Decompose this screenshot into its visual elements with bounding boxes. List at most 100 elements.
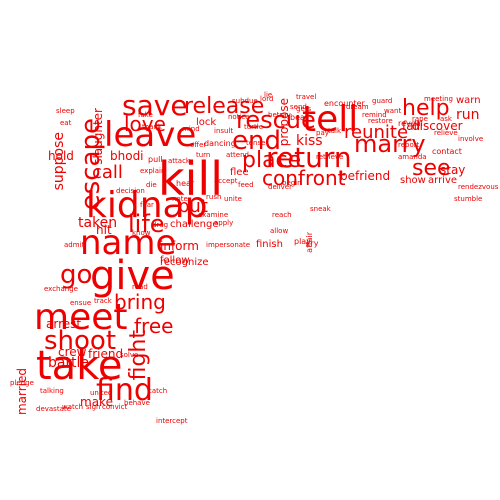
cloud-word: taken [78, 215, 118, 231]
cloud-word: put [178, 196, 208, 217]
cloud-word: sleep [56, 107, 75, 115]
cloud-word: fall [402, 119, 421, 133]
cloud-word: impersonate [206, 241, 251, 249]
cloud-word: find [96, 373, 153, 408]
cloud-word: reach [272, 211, 292, 219]
cloud-word: free [134, 314, 174, 338]
cloud-word: offer [190, 141, 207, 149]
cloud-word: intercept [156, 417, 188, 425]
cloud-word: kill [158, 152, 223, 206]
cloud-word: notice [228, 113, 250, 121]
cloud-word: dancing [204, 139, 236, 148]
cloud-word: kidnap [86, 185, 208, 226]
cloud-word: feed [238, 181, 254, 189]
cloud-word: insult [214, 127, 234, 135]
cloud-word: rendezvous [458, 183, 499, 191]
cloud-word: give [90, 253, 175, 299]
cloud-word: subdue [232, 97, 258, 105]
cloud-word: amanda [398, 153, 427, 161]
cloud-word: beat [290, 113, 309, 122]
cloud-word: friend [88, 347, 124, 361]
cloud-word: go [60, 260, 93, 290]
cloud-word: play [294, 237, 311, 246]
cloud-word: thank [142, 123, 162, 131]
cloud-word: track [94, 297, 112, 305]
cloud-word: eat [60, 119, 72, 127]
cloud-word: affair [305, 232, 314, 253]
cloud-word: arrest [46, 317, 82, 331]
cloud-word: married [15, 368, 29, 416]
cloud-word: behave [124, 399, 150, 407]
cloud-word: save [122, 89, 188, 122]
cloud-word: cry [306, 239, 319, 248]
cloud-word: ensue [70, 299, 92, 307]
cloud-word: hold [48, 149, 74, 163]
cloud-word: betray [268, 111, 291, 119]
cloud-word: bhodi [110, 149, 144, 163]
cloud-word: lord [260, 95, 274, 103]
cloud-word: challenge [170, 219, 219, 230]
cloud-word: call [92, 162, 123, 183]
cloud-word: reveal [398, 119, 423, 128]
cloud-word: unite [224, 195, 242, 203]
cloud-word: deliver [268, 183, 292, 191]
cloud-word: examine [198, 211, 229, 219]
cloud-word: kiss [296, 133, 323, 149]
cloud-word: meeting [424, 95, 454, 103]
cloud-word: return [266, 141, 352, 174]
cloud-word: stay [440, 163, 466, 177]
cloud-word: pull [148, 155, 163, 164]
cloud-word: explain [140, 167, 166, 175]
cloud-word: united [90, 389, 113, 397]
cloud-word: end [232, 126, 281, 156]
cloud-word: discover [412, 119, 463, 133]
cloud-word: sign [86, 403, 101, 411]
cloud-word: guard [372, 97, 393, 105]
cloud-word: want [384, 107, 402, 115]
cloud-word: accept [214, 177, 238, 185]
cloud-word: restore [368, 117, 393, 125]
cloud-word: reunite [344, 122, 409, 143]
cloud-word: leave [104, 115, 197, 155]
cloud-word: travel [296, 93, 317, 101]
cloud-word: run [456, 107, 480, 123]
cloud-word: pay [316, 129, 329, 137]
cloud-word: place [242, 148, 302, 173]
cloud-word: gets [296, 105, 312, 113]
cloud-word: know [132, 229, 151, 237]
cloud-word: watch [62, 403, 84, 411]
cloud-word: turn [196, 151, 211, 159]
cloud-word: rescue [236, 106, 316, 134]
cloud-word: exchange [44, 285, 78, 293]
cloud-word: solve [120, 351, 139, 359]
cloud-word: shoot [44, 326, 117, 356]
cloud-word: devastate [36, 405, 71, 413]
cloud-word: note [172, 195, 188, 203]
cloud-word: rape [412, 115, 428, 123]
cloud-word: bring [114, 290, 166, 314]
cloud-word: relieve [434, 129, 458, 137]
cloud-word: follow [160, 255, 190, 266]
cloud-word: encounter [324, 99, 365, 108]
cloud-word: befriend [340, 169, 391, 183]
cloud-word: love [124, 112, 166, 136]
cloud-word: propose [277, 98, 291, 147]
cloud-word: flee [230, 167, 249, 178]
cloud-word: hear [176, 179, 195, 188]
cloud-word: report [398, 141, 420, 149]
cloud-word: die [146, 181, 157, 189]
cloud-word: admit [64, 241, 85, 249]
cloud-word: lock [196, 117, 217, 128]
cloud-word: confront [262, 166, 346, 190]
cloud-word: stumble [454, 195, 483, 203]
cloud-word: mind [182, 125, 200, 133]
cloud-word: catch [148, 387, 168, 395]
cloud-word: apply [214, 219, 234, 227]
cloud-word: talk [328, 127, 342, 135]
cloud-word: battle [48, 355, 89, 371]
cloud-word: ask [440, 115, 452, 123]
cloud-word: send [290, 103, 307, 111]
cloud-word: talking [40, 387, 64, 395]
cloud-word: release [184, 94, 265, 119]
